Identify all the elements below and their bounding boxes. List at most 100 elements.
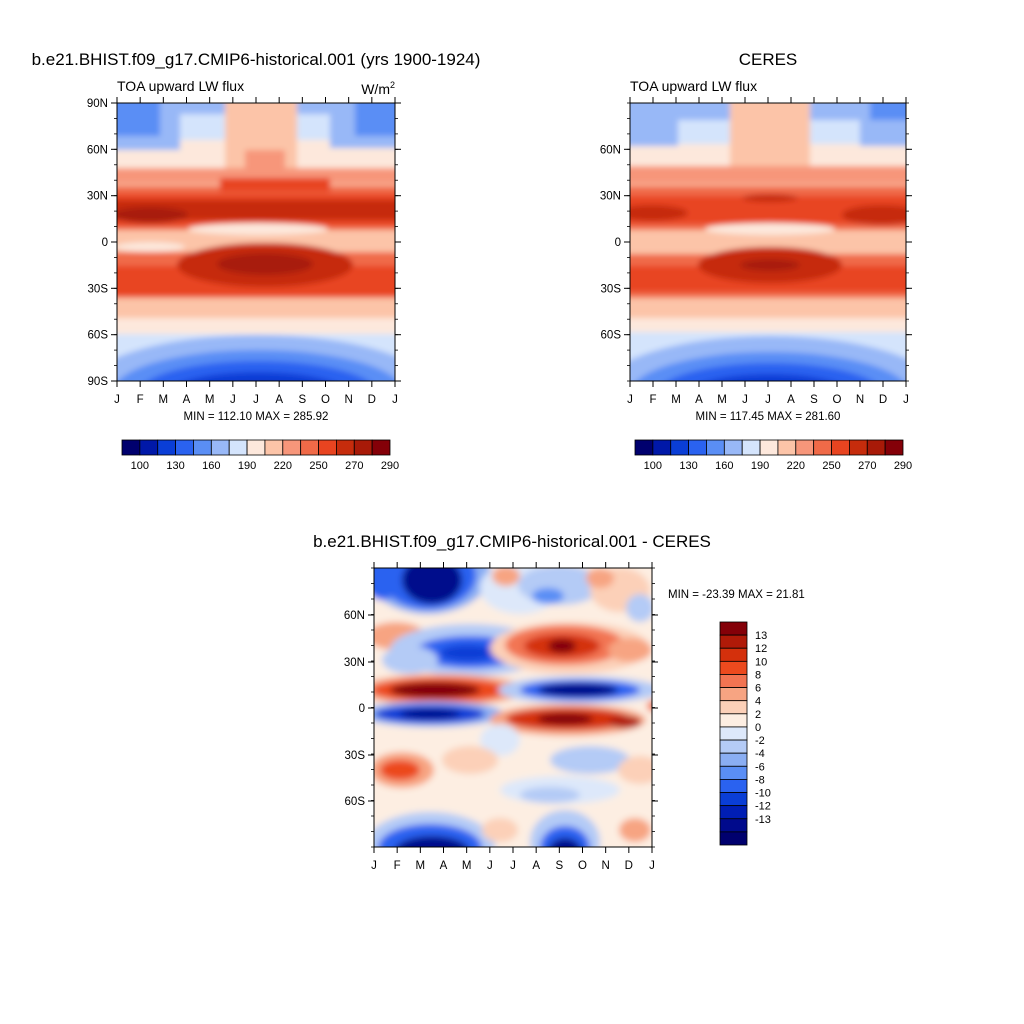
x-tick-label: N	[602, 860, 610, 872]
colorbar-label: 290	[381, 460, 399, 472]
colorbar-cell	[813, 439, 832, 456]
colorbar-cell	[719, 660, 748, 675]
colorbar-label: 250	[822, 460, 840, 472]
x-tick-label: M	[462, 860, 472, 872]
colorbar-label: 100	[644, 460, 662, 472]
colorbar-label: 270	[345, 460, 363, 472]
colorbar-cell	[719, 818, 748, 833]
panel-ceres-title: CERES	[739, 50, 798, 69]
x-tick-label: J	[230, 394, 236, 406]
colorbar-label: 190	[238, 460, 256, 472]
x-tick-label: M	[671, 394, 681, 406]
y-tick-label: 60S	[88, 330, 109, 342]
panel-diff-heatmap	[374, 568, 652, 847]
colorbar-cell	[719, 739, 748, 754]
x-tick-label: O	[578, 860, 587, 872]
x-tick-label: O	[833, 394, 842, 406]
colorbar-cell	[719, 831, 748, 846]
y-tick-label: 30S	[88, 283, 109, 295]
panel-model-subtitle: TOA upward LW flux	[117, 78, 244, 94]
colorbar-label: -2	[755, 735, 765, 747]
x-tick-label: S	[810, 394, 818, 406]
y-tick-label: 60S	[345, 796, 366, 808]
colorbar-cell	[777, 439, 797, 456]
y-tick-label: 30N	[344, 657, 365, 669]
x-tick-label: O	[321, 394, 330, 406]
colorbar-label: 130	[166, 460, 184, 472]
colorbar-label: 2	[755, 709, 761, 721]
x-tick-label: J	[742, 394, 748, 406]
x-tick-label: F	[137, 394, 144, 406]
colorbar-label: -6	[755, 761, 765, 773]
colorbar-cell	[884, 439, 904, 456]
panel-ceres-y-ticks: 60N 30N 0 30S 60S	[600, 102, 912, 382]
panel-model-y-ticks: 90N 60N 30N 0 30S 60S 90S	[87, 98, 401, 388]
panel-diff-y-ticks: 60N 30N 0 30S 60S	[344, 567, 658, 848]
colorbar-label: -8	[755, 774, 765, 786]
colorbar-cell	[210, 439, 230, 456]
colorbar-label: 270	[858, 460, 876, 472]
x-tick-label: D	[625, 860, 633, 872]
colorbar-cell	[866, 439, 886, 456]
colorbar-label: 130	[679, 460, 697, 472]
x-tick-label: M	[717, 394, 727, 406]
panel-diff-title: b.e21.BHIST.f09_g17.CMIP6-historical.001…	[313, 532, 711, 551]
colorbar-cell	[719, 647, 748, 662]
y-tick-label: 60N	[344, 610, 365, 622]
colorbar-cell	[719, 700, 748, 715]
colorbar-cell	[719, 726, 748, 741]
colorbar-label: 10	[755, 656, 767, 668]
x-tick-label: J	[487, 860, 493, 872]
y-tick-label: 0	[359, 703, 365, 715]
y-tick-label: 60S	[601, 330, 622, 342]
colorbar-label: -4	[755, 748, 765, 760]
y-tick-label: 90S	[88, 376, 109, 388]
y-tick-label: 30S	[601, 283, 622, 295]
x-tick-label: J	[114, 394, 120, 406]
y-tick-label: 0	[102, 237, 108, 249]
y-tick-label: 60N	[600, 144, 621, 156]
colorbar-cell	[741, 439, 761, 456]
x-tick-label: S	[555, 860, 563, 872]
colorbar-cell	[652, 439, 672, 456]
x-tick-label: J	[392, 394, 398, 406]
x-tick-label: J	[371, 860, 377, 872]
x-tick-label: A	[532, 860, 540, 872]
colorbar-cell	[228, 439, 248, 456]
y-tick-label: 30N	[600, 191, 621, 203]
colorbar-cell	[831, 439, 850, 456]
y-tick-label: 60N	[87, 144, 108, 156]
colorbar-cell	[719, 752, 748, 767]
x-tick-label: A	[787, 394, 795, 406]
colorbar-cell	[719, 713, 748, 728]
panel-ceres: CERES TOA upward LW flux	[600, 50, 912, 472]
y-tick-label: 30N	[87, 191, 108, 203]
panel-model-minmax: MIN = 112.10 MAX = 285.92	[184, 411, 329, 423]
colorbar-label: -12	[755, 801, 771, 813]
colorbar-cell	[719, 634, 748, 649]
colorbar-label: 190	[751, 460, 769, 472]
colorbar-cell	[282, 439, 302, 456]
y-tick-label: 0	[615, 237, 621, 249]
y-tick-label: 90N	[87, 98, 108, 110]
x-tick-label: A	[183, 394, 191, 406]
colorbar-cell	[719, 792, 748, 807]
colorbar-cell	[849, 439, 868, 456]
colorbar-cell	[719, 621, 748, 636]
panel-ceres-heatmap	[630, 103, 906, 381]
x-tick-label: F	[649, 394, 656, 406]
colorbar-cell	[670, 439, 690, 456]
colorbar-cell	[193, 439, 212, 456]
colorbar-label: 6	[755, 683, 761, 695]
colorbar-cell	[335, 439, 355, 456]
x-tick-label: J	[627, 394, 633, 406]
colorbar-label: 250	[309, 460, 327, 472]
colorbar-label: 12	[755, 643, 767, 655]
colorbar-cell	[353, 439, 373, 456]
x-tick-label: M	[416, 860, 426, 872]
